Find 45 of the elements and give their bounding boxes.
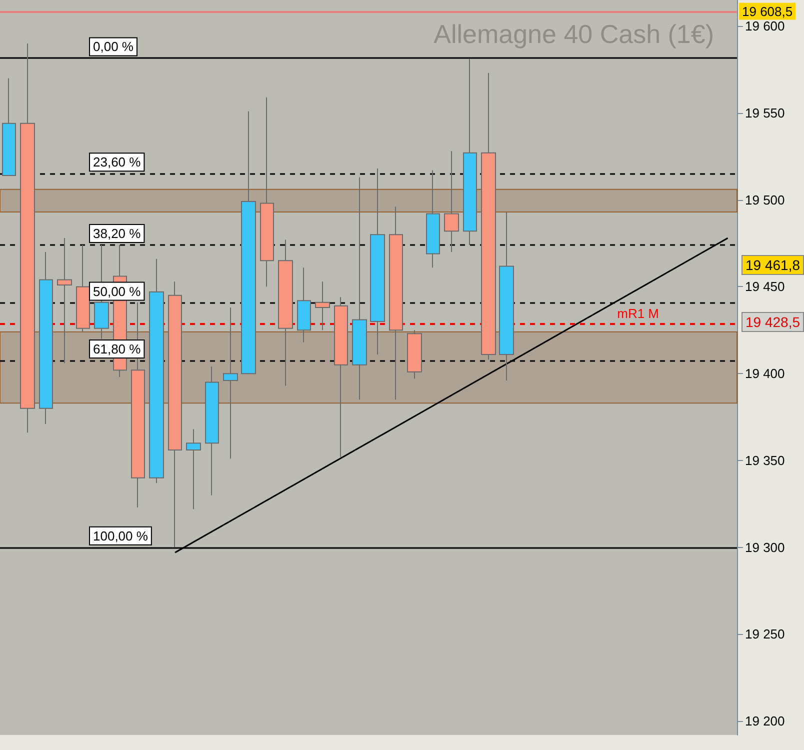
candlestick	[334, 296, 348, 458]
annotation: 38,20 %	[93, 226, 142, 241]
candlestick	[463, 58, 477, 246]
annotation: 0,00 %	[93, 39, 134, 54]
candlestick	[499, 211, 514, 382]
candlestick	[407, 330, 422, 380]
candlestick	[168, 280, 182, 548]
ref-line-label: 19 608,5	[742, 4, 793, 19]
annotation: 50,00 %	[93, 284, 142, 299]
y-tick-label: 19 250	[745, 626, 785, 642]
candlestick	[223, 307, 238, 460]
candlestick	[20, 42, 35, 434]
candlestick	[444, 150, 459, 252]
candlestick	[315, 280, 330, 331]
candlestick	[186, 428, 201, 510]
text: 19 428,5	[746, 314, 800, 330]
candlestick	[389, 206, 403, 400]
candlestick	[370, 168, 385, 355]
y-tick-label: 19 400	[745, 366, 785, 382]
candlestick	[39, 251, 53, 424]
y-tick-label: 19 550	[745, 105, 785, 120]
candlestick	[149, 258, 164, 484]
candlestick	[57, 238, 72, 364]
ref-line-label: mR1 M	[617, 306, 659, 322]
candlestick	[278, 239, 293, 386]
annotation: 23,60 %	[93, 154, 142, 170]
candlestick	[241, 110, 256, 374]
candlestick	[260, 96, 274, 288]
candlestick	[131, 302, 145, 508]
candlestick	[76, 244, 90, 332]
y-tick-label: 19 200	[745, 714, 785, 729]
annotation: 61,80 %	[93, 342, 142, 357]
y-tick-label: 19 600	[745, 18, 785, 34]
y-tick-label: 19 300	[745, 540, 785, 555]
candlestick	[426, 170, 440, 268]
y-tick-label: 19 350	[745, 452, 785, 468]
candlestick	[297, 267, 311, 343]
candlestick	[481, 72, 496, 360]
candlestick	[2, 78, 16, 176]
annotation: 100,00 %	[93, 528, 148, 544]
candlestick	[352, 176, 367, 400]
y-tick-label: 19 500	[745, 192, 785, 208]
y-tick-label: 19 450	[745, 279, 785, 294]
candlestick	[205, 366, 219, 496]
text: 19 461,8	[746, 257, 800, 273]
